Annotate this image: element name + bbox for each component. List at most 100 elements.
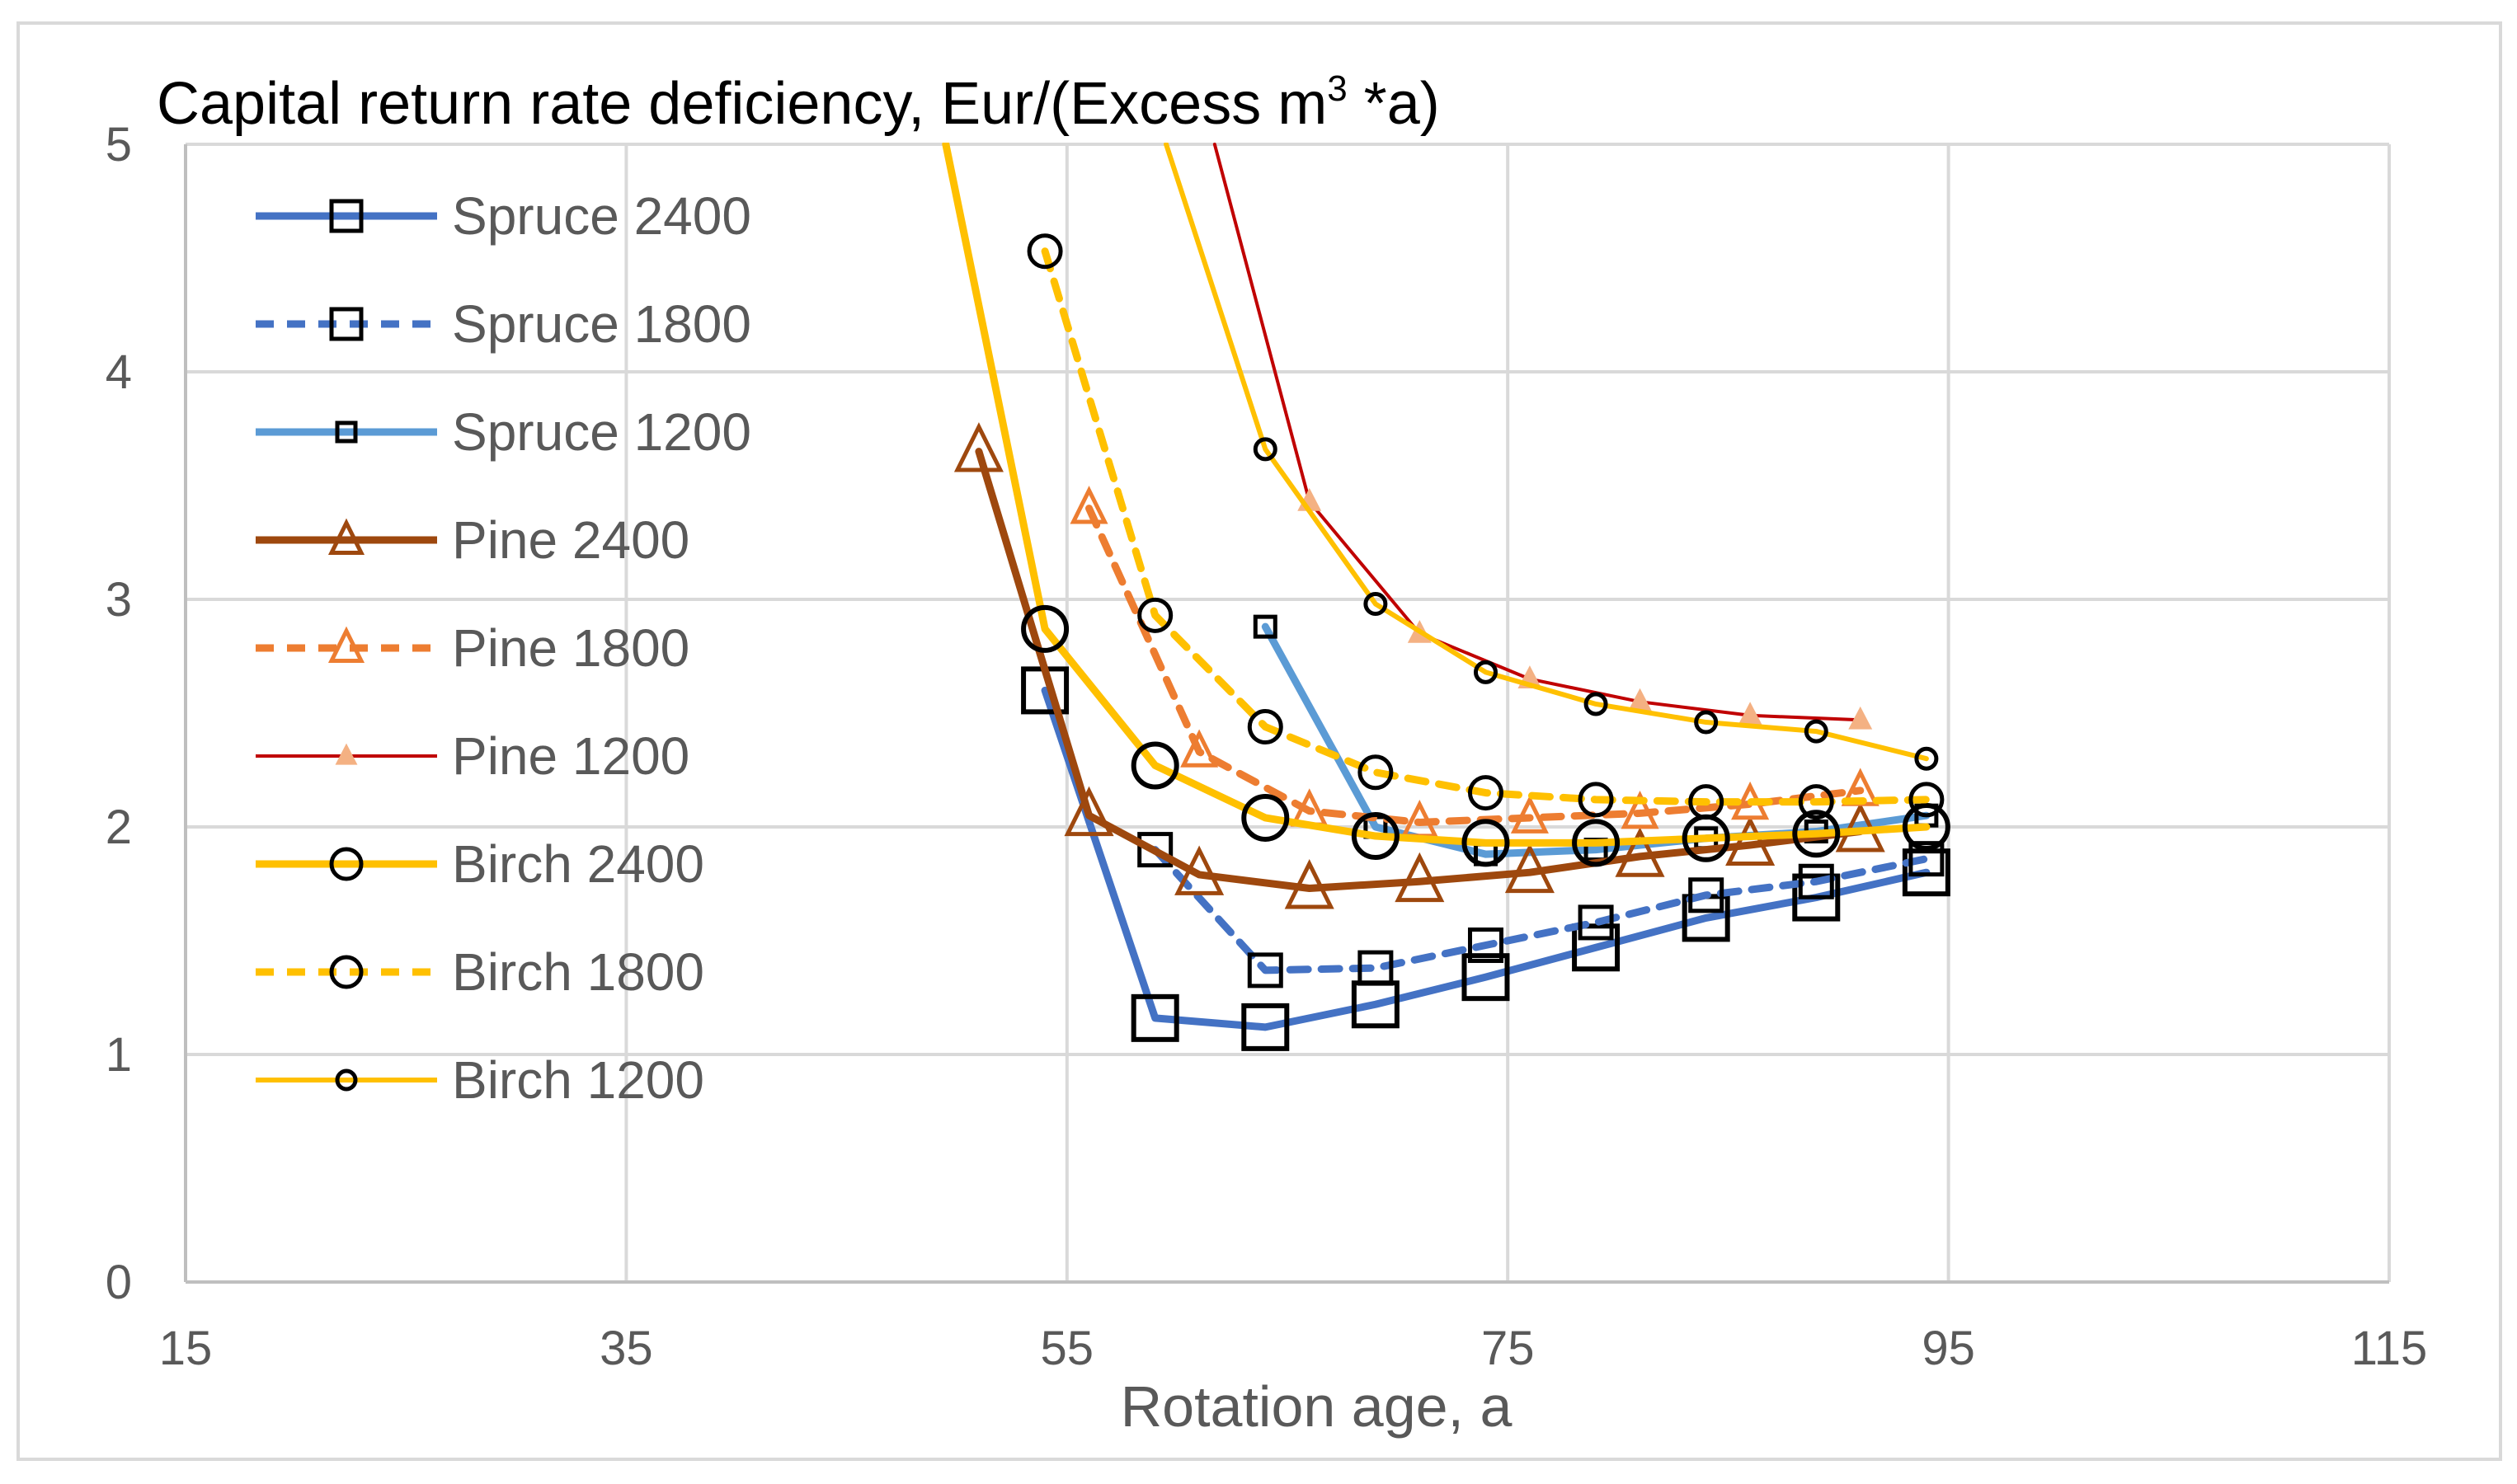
point-spruce-1200-0 [1253,614,1277,639]
legend-entry-birch-1800: Birch 1800 [256,942,704,1002]
point-pine-2400-1 [1064,786,1114,837]
x-tick-label-55: 55 [1041,1322,1094,1375]
legend-marker-spruce-1800 [329,307,364,341]
chart-title-end: *a) [1348,71,1440,137]
tick-labels: 15 35 55 75 95 115 0 1 2 3 4 5 [106,118,2428,1375]
y-tick-label-2: 2 [106,801,132,854]
legend-entry-birch-1200: Birch 1200 [256,1050,704,1110]
point-pine-1800-1 [1180,729,1219,768]
point-pine-2400-3 [1284,859,1334,909]
series-line-birch-2400 [942,143,1931,847]
point-birch-2400-4 [1351,812,1400,861]
series-birch-1800 [1027,233,1945,820]
y-tick-label-0: 0 [106,1256,132,1309]
point-birch-1200-6 [1804,719,1828,744]
legend-label-spruce-1800: Spruce 1800 [452,294,751,354]
y-tick-label-1: 1 [106,1028,132,1082]
legend-marker-birch-2400 [329,847,364,881]
point-birch-1800-2 [1247,709,1283,745]
series-spruce-2400 [1021,666,1950,1051]
point-spruce-2400-2 [1241,1003,1290,1051]
legend-entry-spruce-2400: Spruce 2400 [256,186,751,246]
point-pine-1800-4 [1510,795,1549,834]
point-pine-2400-5 [1504,843,1555,894]
legend-label-pine-1800: Pine 1800 [452,618,689,678]
point-spruce-2400-5 [1572,923,1621,972]
series-spruce-1800 [1137,832,1945,989]
legend-marker-birch-1800 [329,955,364,989]
legend-marker-spruce-2400 [329,199,364,233]
point-birch-2400-6 [1572,819,1621,867]
x-axis-label: Rotation age, a [1121,1374,1513,1439]
legend-entry-pine-1200: Pine 1200 [256,726,689,786]
point-birch-1200-5 [1694,710,1719,735]
point-pine-1200-6 [1848,706,1873,730]
point-birch-1200-2 [1363,592,1388,617]
point-birch-2400-3 [1241,793,1290,842]
legend-marker-spruce-1200 [335,420,358,444]
series-line-spruce-2400 [1041,686,1931,1031]
point-spruce-1800-6 [1798,863,1834,899]
x-tick-label-15: 15 [159,1322,213,1375]
series-line-pine-2400 [975,448,1865,893]
legend-entry-pine-2400: Pine 2400 [256,510,689,570]
point-spruce-1800-7 [1908,841,1945,877]
point-birch-2400-9 [1902,803,1950,851]
y-tick-label-4: 4 [106,345,132,399]
legend-label-pine-2400: Pine 2400 [452,510,689,570]
point-pine-2400-2 [1174,845,1225,895]
x-tick-label-35: 35 [600,1322,653,1375]
legend-entry-spruce-1800: Spruce 1800 [256,294,751,354]
point-birch-1800-8 [1908,782,1945,818]
legend-entry-pine-1800: Pine 1800 [256,618,689,678]
axes [184,144,2389,1284]
series-pine-2400 [953,422,1885,909]
chart-title-main: Capital return rate deficiency, Eur/(Exc… [157,71,1327,137]
series-line-spruce-1800 [1151,846,1931,974]
point-birch-1200-7 [1914,746,1939,771]
series-birch-1200 [1164,143,1939,771]
point-spruce-1800-5 [1688,877,1724,913]
point-pine-2400-4 [1395,852,1445,903]
point-birch-1200-3 [1473,660,1498,684]
legend: Spruce 2400 Spruce 1800 Spruce 1200 Pine 24… [256,186,751,1110]
point-birch-1800-6 [1688,784,1724,820]
point-birch-1800-7 [1798,784,1834,820]
series-birch-2400 [942,143,1950,867]
legend-entry-spruce-1200: Spruce 1200 [256,402,751,462]
point-pine-1800-0 [1070,486,1108,524]
point-spruce-2400-4 [1461,953,1510,1002]
legend-label-birch-1800: Birch 1800 [452,942,704,1002]
legend-label-birch-2400: Birch 2400 [452,834,704,894]
point-spruce-1800-1 [1247,952,1283,989]
legend-marker-pine-2400 [327,518,365,556]
point-birch-1800-1 [1137,597,1174,633]
y-tick-label-5: 5 [106,118,132,171]
point-pine-2400-6 [1615,827,1665,877]
chart-border [16,21,2502,1461]
legend-label-pine-1200: Pine 1200 [452,726,689,786]
point-spruce-1800-0 [1137,832,1174,868]
point-birch-2400-1 [1021,604,1070,653]
point-spruce-1800-3 [1467,928,1503,964]
point-spruce-1800-2 [1357,950,1394,986]
point-pine-1800-5 [1621,790,1659,829]
point-birch-1800-0 [1027,233,1063,270]
point-birch-2400-8 [1792,810,1841,858]
series-group [942,143,1950,1051]
point-birch-1200-1 [1253,437,1277,462]
point-birch-1800-3 [1357,754,1394,791]
point-pine-2400-0 [953,422,1004,472]
legend-label-spruce-1200: Spruce 1200 [452,402,751,462]
point-birch-1800-5 [1578,782,1614,818]
legend-label-spruce-2400: Spruce 2400 [452,186,751,246]
point-spruce-2400-8 [1902,848,1950,897]
point-birch-2400-2 [1131,741,1179,790]
point-birch-2400-5 [1461,819,1510,867]
legend-entry-birch-2400: Birch 2400 [256,834,704,894]
x-tick-label-115: 115 [2351,1322,2427,1375]
point-birch-1800-4 [1467,775,1503,811]
point-pine-2400-7 [1725,815,1776,866]
chart-title: Capital return rate deficiency, Eur/(Exc… [157,68,1440,137]
